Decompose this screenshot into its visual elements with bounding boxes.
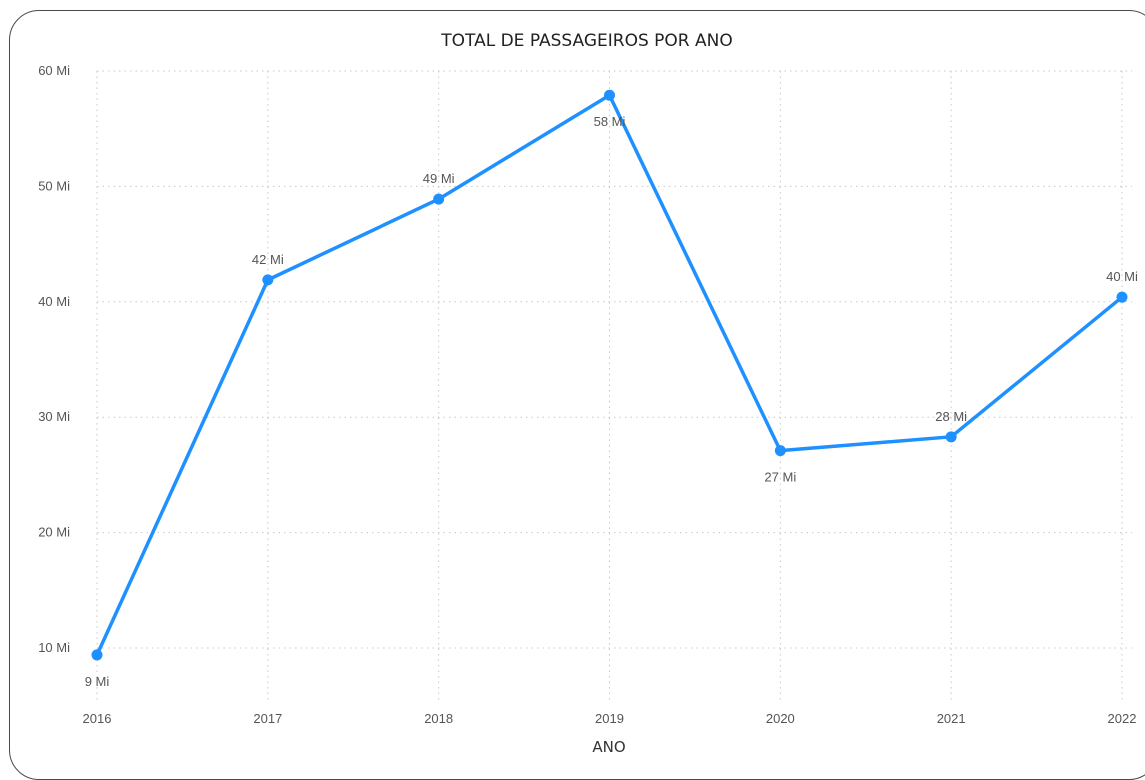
data-label: 9 Mi	[85, 674, 110, 689]
data-points	[91, 89, 1128, 661]
data-point	[91, 649, 103, 661]
chart-card	[9, 10, 1145, 780]
data-label: 28 Mi	[935, 409, 967, 424]
data-label: 27 Mi	[764, 470, 796, 485]
data-label: 42 Mi	[252, 252, 284, 267]
y-tick-label: 50 Mi	[38, 178, 70, 193]
data-label: 49 Mi	[423, 171, 455, 186]
x-tick-label: 2022	[1108, 711, 1137, 726]
y-tick-label: 10 Mi	[38, 640, 70, 655]
y-tick-label: 30 Mi	[38, 409, 70, 424]
x-axis-ticks: 2016 2017 2018 2019 2020 2021 2022	[83, 711, 1137, 726]
data-point	[945, 431, 957, 443]
data-point	[774, 445, 786, 457]
chart-title: TOTAL DE PASSAGEIROS POR ANO	[440, 31, 732, 51]
x-tick-label: 2019	[595, 711, 624, 726]
data-label: 40 Mi	[1106, 269, 1138, 284]
data-labels: 9 Mi 42 Mi 49 Mi 58 Mi 27 Mi 28 Mi 40 Mi	[85, 114, 1138, 689]
gridlines	[96, 70, 1132, 700]
data-label: 58 Mi	[594, 114, 626, 129]
x-tick-label: 2016	[83, 711, 112, 726]
data-point	[262, 274, 274, 286]
data-point	[604, 89, 615, 101]
x-axis-title: ANO	[592, 738, 625, 756]
x-tick-label: 2020	[766, 711, 795, 726]
data-point	[433, 193, 445, 205]
y-axis-ticks: 10 Mi 20 Mi 30 Mi 40 Mi 50 Mi 60 Mi	[38, 63, 70, 655]
x-tick-label: 2018	[424, 711, 453, 726]
series-line	[95, 93, 1124, 657]
x-tick-label: 2021	[937, 711, 966, 726]
series-polyline	[95, 93, 1124, 657]
y-tick-label: 60 Mi	[38, 63, 70, 78]
y-tick-label: 20 Mi	[38, 525, 70, 540]
data-point	[1116, 291, 1128, 303]
y-tick-label: 40 Mi	[38, 294, 70, 309]
x-tick-label: 2017	[253, 711, 282, 726]
